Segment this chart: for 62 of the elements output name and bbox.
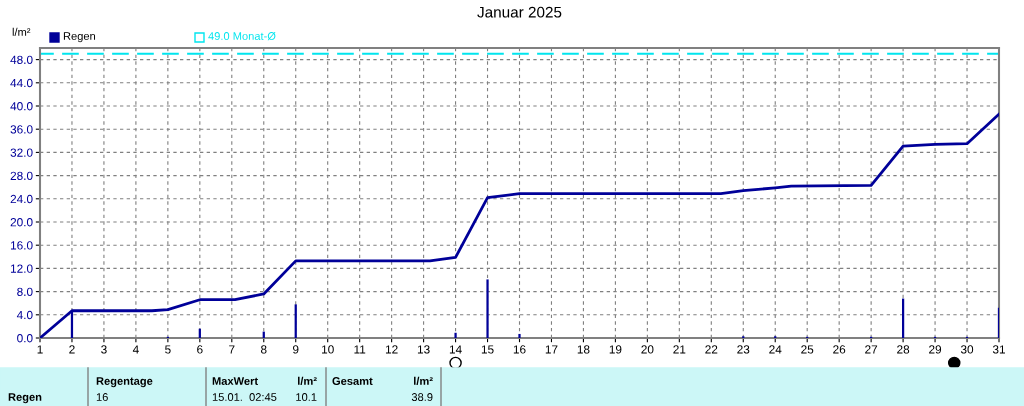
text: Regentage <box>96 377 153 388</box>
y-tick-label: 8.0 <box>17 287 33 296</box>
x-tick-label: 11 <box>354 345 366 354</box>
y-axis-title: l/m² <box>12 27 31 36</box>
x-tick-label: 15 <box>481 345 494 354</box>
x-tick-label: 27 <box>865 345 878 354</box>
x-tick-label: 21 <box>673 345 686 354</box>
x-tick-label: 14 <box>449 345 462 354</box>
y-tick-label: 16.0 <box>10 241 33 250</box>
text: 10.1 <box>296 393 317 401</box>
text: Regen <box>8 393 42 404</box>
y-tick-label: 0.0 <box>17 334 33 343</box>
chart-title: Januar 2025 <box>477 6 562 18</box>
text: 38.9 <box>411 393 433 401</box>
x-tick-label: 26 <box>833 345 846 354</box>
text: MaxWert <box>212 377 258 385</box>
y-tick-label: 32.0 <box>10 148 33 157</box>
y-tick-label: 40.0 <box>10 102 33 111</box>
x-tick-label: 6 <box>197 345 203 354</box>
y-tick-label: 44.0 <box>10 78 33 88</box>
x-tick-label: 13 <box>417 345 430 354</box>
x-tick-label: 28 <box>897 345 910 354</box>
x-tick-label: 7 <box>229 345 235 354</box>
bar <box>518 333 521 338</box>
x-tick-label: 25 <box>801 345 814 354</box>
x-tick-label: 31 <box>992 345 1005 354</box>
legend-label: Regen <box>63 32 96 43</box>
text: 16 <box>96 393 108 401</box>
y-tick-label: 48.0 <box>10 55 33 64</box>
x-tick-label: 29 <box>929 345 942 354</box>
x-tick-label: 9 <box>293 345 299 354</box>
x-tick-label: 10 <box>322 345 334 354</box>
x-tick-label: 18 <box>577 345 590 354</box>
x-tick-label: 30 <box>960 345 974 354</box>
text: Gesamt <box>332 377 373 385</box>
y-tick-label: 4.0 <box>16 310 33 320</box>
x-tick-label: 5 <box>165 345 171 354</box>
text: l/m² <box>298 376 317 386</box>
legend-label: 49.0 Monat-Ø <box>208 31 276 41</box>
x-tick-label: 3 <box>101 345 107 354</box>
x-tick-label: 2 <box>69 345 75 354</box>
bar <box>294 304 297 338</box>
y-tick-label: 12.0 <box>10 264 33 273</box>
y-tick-label: 24.0 <box>10 194 33 204</box>
x-tick-label: 16 <box>513 345 526 354</box>
x-tick-label: 19 <box>609 345 622 354</box>
y-tick-label: 20.0 <box>10 218 33 227</box>
bar <box>486 279 489 338</box>
x-tick-label: 20 <box>641 345 654 354</box>
x-tick-label: 1 <box>37 345 43 354</box>
x-tick-label: 12 <box>385 345 398 354</box>
x-tick-label: 23 <box>737 345 750 354</box>
x-tick-label: 24 <box>769 345 782 354</box>
x-tick-label: 4 <box>132 345 139 354</box>
text: 15.01. 02:45 <box>212 393 277 401</box>
text: l/m² <box>414 376 433 386</box>
x-tick-label: 17 <box>545 345 558 354</box>
x-tick-label: 8 <box>261 345 267 354</box>
x-tick-label: 22 <box>705 345 718 354</box>
bar <box>454 332 457 338</box>
y-tick-label: 28.0 <box>10 171 33 180</box>
y-tick-label: 36.0 <box>10 125 33 134</box>
